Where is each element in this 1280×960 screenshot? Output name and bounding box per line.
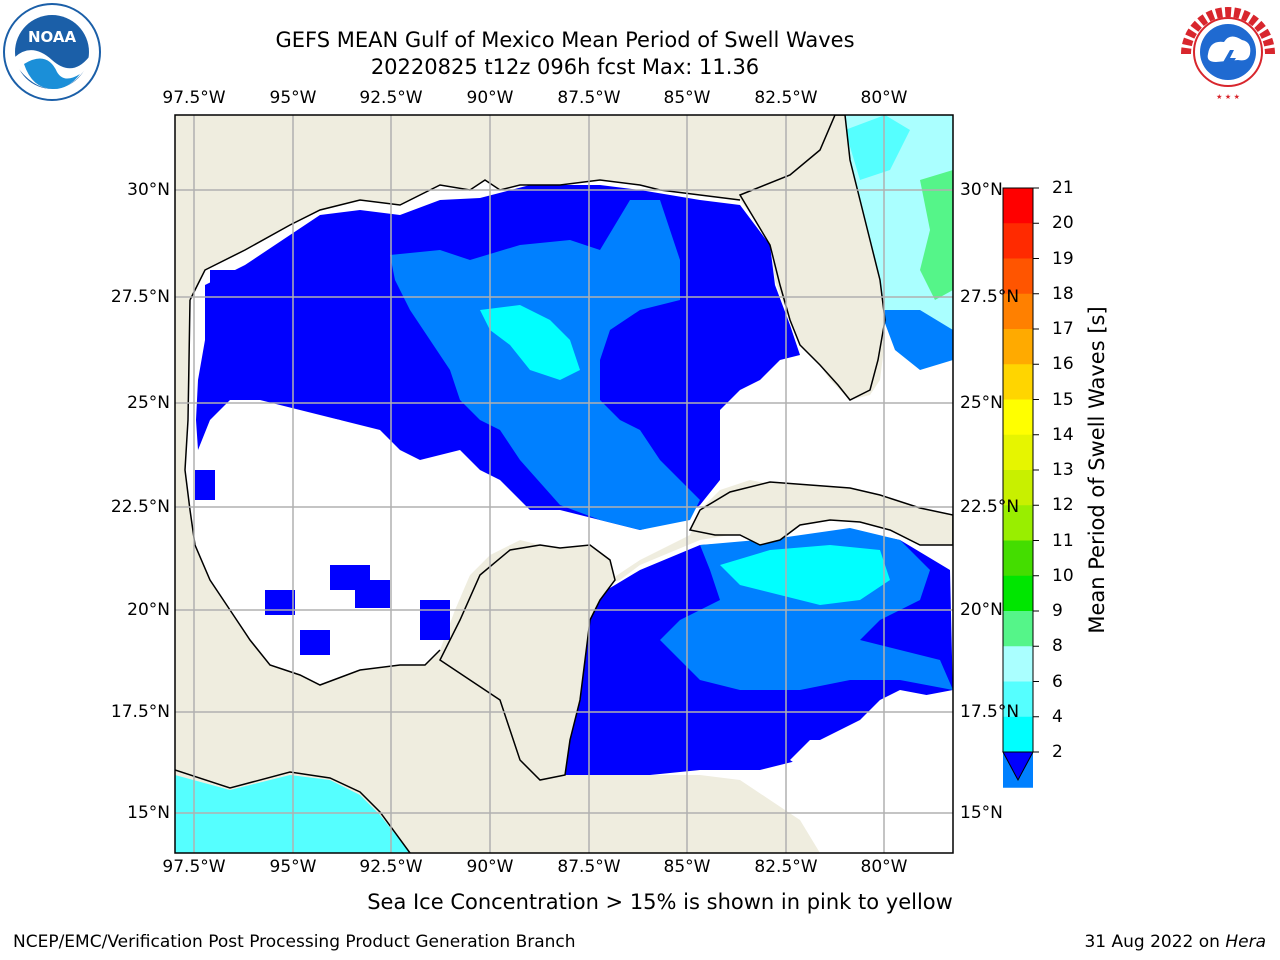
lat-label-right: 17.5°N [960,702,1020,722]
map-title: GEFS MEAN Gulf of Mexico Mean Period of … [275,28,855,52]
colorbar-segment [1003,293,1033,330]
colorbar-segment [1003,505,1033,541]
noaa-logo: NOAA [3,3,101,101]
gulf-swell-cyan [480,305,580,380]
lon-label-bottom: 80°W [860,857,908,877]
nws-logo: ★ ★ ★ [1180,4,1276,101]
credit-date-text: 31 Aug 2022 on [1084,932,1226,952]
svg-text:★ ★ ★: ★ ★ ★ [1216,93,1240,101]
colorbar-segment [1003,540,1033,577]
lat-label-left: 15°N [127,803,170,823]
gulf-coastline [184,179,741,686]
lon-label-top: 92.5°W [359,88,423,108]
lat-label-right: 27.5°N [960,287,1020,307]
colorbar-tick-label: 16 [1052,354,1074,375]
colorbar-tick-label: 4 [1052,706,1063,727]
colorbar-tick-label: 19 [1052,248,1074,269]
colorbar-segment [1003,681,1033,718]
gulf-swell-specks [195,270,450,655]
caribbean-swell-cyan [720,545,890,605]
lon-label-bottom: 82.5°W [754,857,818,877]
colorbar-tick-label: 11 [1052,530,1074,551]
colorbar-segment [1003,470,1033,506]
lon-label-top: 85°W [663,88,711,108]
colorbar-tick-label: 6 [1052,671,1063,692]
lat-label-left: 25°N [127,393,170,413]
lat-label-left: 27.5°N [110,287,170,307]
colorbar-segment [1003,329,1033,365]
lon-label-top: 82.5°W [754,88,818,108]
colorbar-tick-label: 10 [1052,565,1074,586]
colorbar-tick-label: 20 [1052,213,1074,234]
colorbar-segment [1003,364,1033,400]
colorbar-segment [1003,716,1033,753]
colorbar-tick-label: 8 [1052,636,1063,657]
colorbar-tick-label: 14 [1052,424,1074,445]
lat-label-left: 20°N [127,600,170,620]
colorbar-segment [1003,223,1033,259]
lat-label-right: 15°N [960,803,1003,823]
colorbar-tick-label: 18 [1052,283,1074,304]
florida [738,115,886,401]
colorbar-segment [1003,575,1033,612]
colorbar-tick-label: 13 [1052,460,1074,480]
colorbar-tick-label: 17 [1052,319,1074,339]
pacific-coastline [175,769,411,853]
colorbar [1003,188,1033,788]
colorbar-segment [1003,434,1033,471]
colorbar-tick-label: 21 [1052,178,1074,198]
lon-label-bottom: 95°W [269,857,317,877]
cuba [688,481,953,546]
colorbar-segment [1003,646,1033,682]
credit-date: 31 Aug 2022 on Hera [1084,932,1266,952]
lat-label-right: 22.5°N [960,497,1020,517]
lat-label-right: 20°N [960,600,1003,620]
lat-label-right: 25°N [960,393,1003,413]
atlantic-swell-cyan [845,115,910,180]
colorbar-tick-label: 15 [1052,389,1074,410]
noaa-logo-text: NOAA [28,28,77,46]
lat-label-left: 22.5°N [110,497,170,517]
lon-label-top: 95°W [269,88,317,108]
map-frame [174,114,954,854]
lon-label-bottom: 87.5°W [557,857,621,877]
lon-label-bottom: 92.5°W [359,857,423,877]
lon-label-top: 90°W [466,88,514,108]
sea-ice-note: Sea Ice Concentration > 15% is shown in … [367,890,953,914]
lon-label-top: 97.5°W [162,88,226,108]
forecast-subtitle: 20220825 t12z 096h fcst Max: 11.36 [370,55,760,79]
caribbean-nodata [790,690,953,810]
colorbar-tick-label: 12 [1052,495,1074,516]
colorbar-segment [1003,188,1033,224]
colorbar-tick-label: 9 [1052,601,1063,621]
credit-branch: NCEP/EMC/Verification Post Processing Pr… [13,932,576,952]
lon-label-bottom: 97.5°W [162,857,226,877]
yucatan [439,544,616,781]
colorbar-segment [1003,258,1033,295]
graticule [175,115,953,853]
lat-label-left: 17.5°N [110,702,170,722]
colorbar-label: Mean Period of Swell Waves [s] [1085,306,1109,634]
lon-label-top: 87.5°W [557,88,621,108]
credit-machine: Hera [1225,932,1266,952]
colorbar-segment [1003,611,1033,647]
colorbar-tick-label: 2 [1052,742,1063,762]
lon-label-bottom: 85°W [663,857,711,877]
lon-label-bottom: 90°W [466,857,514,877]
lat-label-right: 30°N [960,180,1003,200]
lat-label-left: 30°N [127,180,170,200]
colorbar-segment [1003,399,1033,436]
atlantic-swell-mid [880,310,953,370]
lon-label-top: 80°W [860,88,908,108]
atlantic-swell-green [920,170,953,300]
